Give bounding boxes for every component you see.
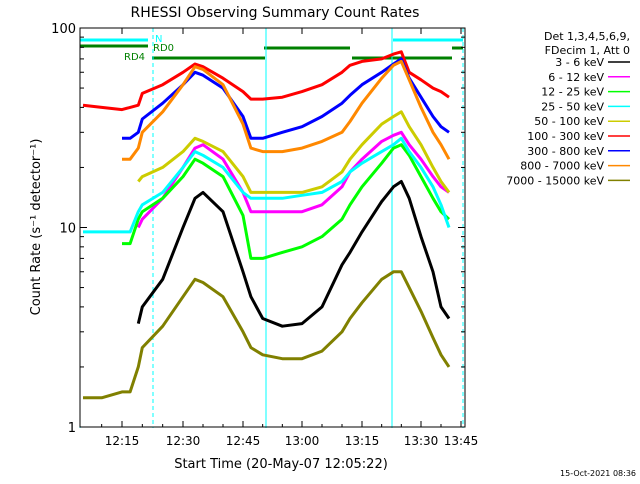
series-line-100-300-kev: [82, 50, 450, 112]
x-tick-label: 13:00: [285, 434, 320, 448]
series-layer: [82, 50, 451, 400]
x-tick-label: 12:15: [105, 434, 140, 448]
legend-header-line: FDecim 1, Att 0: [545, 44, 630, 57]
legend-entry-label: 6 - 12 keV: [548, 71, 604, 84]
series-line-50-100-kev: [137, 110, 451, 194]
series-line-25-50-kev: [83, 136, 451, 234]
series-line-7000-15000-kev: [83, 270, 451, 400]
legend-entry-label: 3 - 6 keV: [555, 56, 604, 69]
x-tick-label: 12:30: [166, 434, 201, 448]
footer-date: 15-Oct-2021 08:36: [560, 469, 636, 478]
series-line-3-6-kev: [136, 180, 451, 328]
x-tick-label: 13:30: [404, 434, 439, 448]
legend: Det 1,3,4,5,6,9,FDecim 1, Att 03 - 6 keV…: [506, 30, 630, 187]
series-line-12-25-kev: [122, 143, 451, 260]
legend-entry-label: 7000 - 15000 keV: [506, 174, 604, 187]
y-tick-label: 100: [51, 22, 76, 37]
night-band-label: N: [155, 34, 162, 45]
series-line-800-7000-kev: [122, 59, 451, 161]
legend-entry-label: 50 - 100 keV: [534, 115, 604, 128]
x-tick-label: 12:45: [226, 434, 261, 448]
y-axis-label: Count Rate (s⁻¹ detector⁻¹): [29, 139, 44, 316]
series-line-6-12-kev: [136, 130, 450, 229]
x-tick-label: 13:45: [444, 434, 479, 448]
legend-entry-label: 25 - 50 keV: [541, 100, 604, 113]
x-tick-label: 13:15: [345, 434, 380, 448]
y-tick-label: 1: [68, 421, 76, 436]
y-tick-label: 10: [59, 222, 76, 237]
legend-entry-label: 300 - 800 keV: [527, 145, 604, 158]
legend-entry-label: 12 - 25 keV: [541, 86, 604, 99]
legend-entry-label: 100 - 300 keV: [527, 130, 604, 143]
rd4-band-label: RD4: [124, 52, 145, 63]
rd0-band-label: RD0: [153, 43, 174, 54]
chart-title: RHESSI Observing Summary Count Rates: [131, 5, 420, 21]
x-axis-label: Start Time (20-May-07 12:05:22): [174, 457, 388, 472]
axes-layer: 12:15 12:30 12:45 13:00 13:15 13:30 13:45 1 10 10…: [51, 22, 478, 448]
legend-entry-label: 800 - 7000 keV: [520, 160, 604, 173]
legend-header-line: Det 1,3,4,5,6,9,: [544, 30, 630, 43]
